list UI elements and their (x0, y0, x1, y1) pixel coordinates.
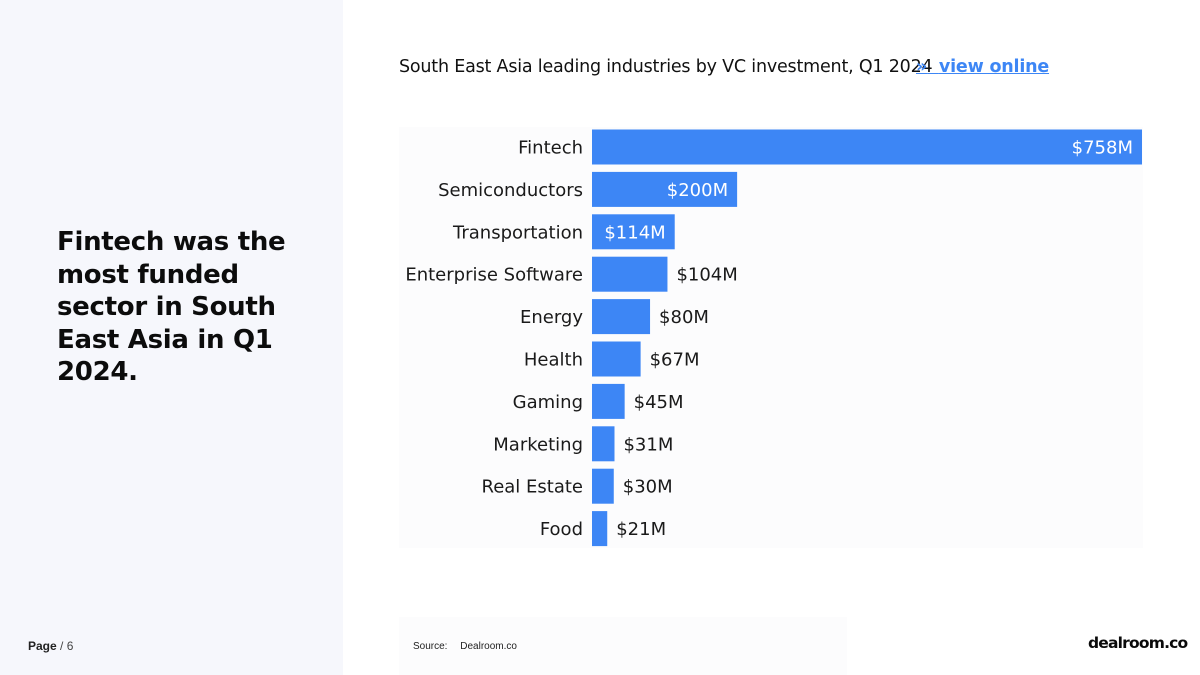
view-online-arrow-icon: » (916, 57, 928, 77)
category-label: Enterprise Software (405, 265, 583, 286)
bar (592, 426, 615, 462)
category-label: Transportation (452, 222, 583, 243)
page-number: Page / 6 (28, 639, 73, 653)
value-label: $30M (623, 477, 673, 498)
bar (592, 171, 738, 207)
bar (592, 299, 651, 335)
view-online-label: view online (938, 57, 1050, 77)
chart-background (399, 127, 1143, 548)
view-online-link[interactable]: » view online (916, 57, 1049, 77)
page-total: 6 (66, 639, 74, 653)
bar (592, 341, 641, 377)
source-value: Dealroom.co (460, 641, 517, 652)
category-label: Energy (520, 307, 583, 328)
value-label: $200M (667, 180, 728, 201)
source-label: Source: (413, 641, 448, 652)
page-label: Page (28, 639, 57, 653)
bar (592, 383, 625, 419)
value-label: $114M (604, 222, 665, 243)
value-label: $21M (616, 519, 666, 540)
category-label: Gaming (513, 392, 583, 413)
value-label: $80M (659, 307, 709, 328)
category-label: Fintech (518, 138, 583, 159)
bar (592, 129, 1142, 165)
source-note: Source: Dealroom.co (413, 641, 517, 652)
category-label: Real Estate (482, 477, 584, 498)
source-box (399, 617, 847, 675)
value-label: $31M (623, 434, 673, 455)
headline: Fintech was the most funded sector in So… (57, 227, 286, 387)
category-label: Marketing (493, 434, 583, 455)
dealroom-logo: dealroom.co (1088, 634, 1188, 652)
left-panel (0, 0, 343, 675)
bar (592, 214, 675, 250)
category-label: Food (540, 519, 583, 540)
value-label: $67M (650, 350, 700, 371)
category-label: Health (524, 350, 583, 371)
page-separator: / (60, 639, 64, 653)
bar (592, 256, 668, 292)
bar-chart: Fintech $758M Semiconductors $200M Transport… (405, 129, 1142, 547)
bar (592, 511, 608, 547)
value-label: $104M (676, 265, 737, 286)
bar (592, 468, 614, 504)
value-label: $758M (1072, 138, 1133, 159)
category-label: Semiconductors (438, 180, 583, 201)
value-label: $45M (634, 392, 684, 413)
chart-title: South East Asia leading industries by VC… (399, 57, 933, 77)
